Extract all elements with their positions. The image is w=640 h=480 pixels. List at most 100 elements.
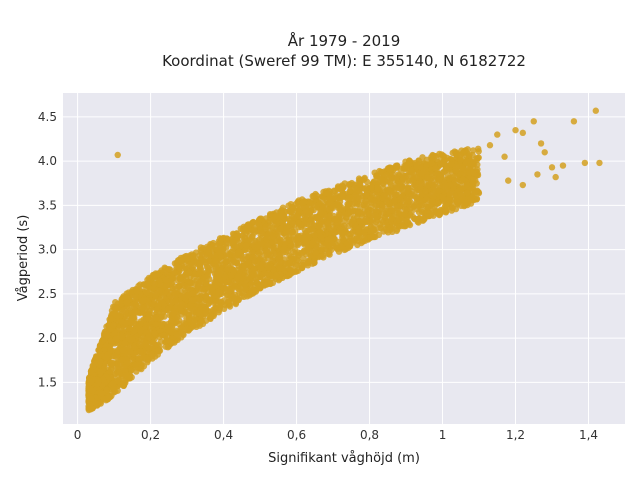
scatter-point	[541, 149, 548, 156]
scatter-point	[340, 229, 347, 237]
scatter-point	[205, 299, 212, 306]
scatter-point	[355, 228, 362, 235]
scatter-point	[537, 140, 545, 147]
scatter-point	[297, 205, 304, 212]
scatter-point	[380, 191, 388, 199]
scatter-point	[324, 236, 331, 243]
scatter-point	[330, 212, 338, 220]
plot-area-background	[63, 93, 625, 424]
scatter-point	[339, 192, 346, 200]
scatter-point	[429, 152, 437, 159]
scatter-point	[310, 192, 318, 200]
scatter-point	[276, 239, 283, 246]
scatter-point	[123, 290, 130, 297]
scatter-point	[133, 288, 140, 295]
scatter-point	[137, 348, 145, 355]
scatter-point	[120, 306, 127, 314]
scatter-point	[397, 202, 404, 209]
scatter-point	[250, 266, 258, 273]
scatter-point	[464, 146, 471, 153]
scatter-point	[131, 301, 138, 308]
y-tick-label: 3.5	[38, 198, 57, 212]
chart-title-line-2: Koordinat (Sweref 99 TM): E 355140, N 61…	[162, 52, 526, 70]
scatter-point	[406, 157, 413, 164]
scatter-point	[394, 162, 401, 170]
y-tick-label: 4.0	[38, 154, 57, 168]
scatter-point	[348, 179, 355, 187]
scatter-point	[162, 265, 169, 272]
scatter-point	[401, 162, 408, 170]
scatter-point	[215, 248, 223, 255]
scatter-point	[215, 240, 222, 248]
scatter-point	[393, 174, 400, 181]
scatter-point	[289, 203, 296, 211]
scatter-point	[180, 331, 187, 338]
scatter-point	[371, 197, 378, 204]
scatter-point	[245, 259, 252, 266]
scatter-point	[313, 215, 321, 222]
scatter-point	[225, 289, 232, 296]
scatter-point	[170, 309, 177, 317]
scatter-point	[433, 170, 441, 177]
scatter-point	[144, 280, 151, 287]
scatter-point	[505, 177, 512, 184]
scatter-point	[221, 297, 228, 304]
scatter-point	[512, 126, 519, 134]
scatter-point	[305, 210, 313, 217]
scatter-point	[171, 289, 178, 297]
scatter-point	[453, 149, 460, 156]
scatter-point	[202, 317, 210, 324]
scatter-point	[393, 227, 400, 235]
scatter-point	[162, 283, 170, 290]
scatter-point	[127, 348, 134, 355]
scatter-point	[195, 270, 203, 277]
scatter-point	[592, 107, 600, 114]
x-tick-label: 0,8	[360, 428, 379, 442]
scatter-point	[189, 290, 196, 297]
scatter-point	[459, 176, 467, 183]
x-tick-label: 0,6	[287, 428, 306, 442]
scatter-point	[131, 308, 138, 316]
scatter-point	[154, 351, 161, 358]
scatter-point	[279, 204, 287, 211]
scatter-point	[301, 237, 308, 244]
scatter-point	[324, 220, 331, 227]
scatter-point	[552, 173, 559, 181]
scatter-point	[596, 159, 603, 167]
scatter-point	[251, 257, 258, 264]
scatter-point	[120, 381, 128, 389]
scatter-point	[242, 242, 250, 249]
scatter-point	[194, 309, 201, 316]
scatter-point	[97, 368, 104, 375]
scatter-point	[123, 372, 130, 379]
scatter-point	[166, 327, 173, 334]
scatter-point	[209, 284, 216, 292]
scatter-point	[298, 249, 305, 257]
x-tick-label: 0,2	[141, 428, 160, 442]
scatter-point	[277, 259, 285, 266]
scatter-point	[98, 390, 106, 397]
scatter-point	[107, 347, 114, 354]
scatter-point	[494, 131, 501, 138]
scatter-point	[267, 280, 274, 287]
scatter-point	[87, 378, 95, 386]
scatter-point	[449, 174, 456, 181]
scatter-point	[406, 221, 414, 229]
scatter-point	[347, 208, 354, 215]
scatter-point	[270, 233, 277, 241]
scatter-point	[109, 360, 116, 367]
x-tick-label: 1,4	[579, 428, 598, 442]
scatter-point	[151, 280, 158, 288]
scatter-point	[197, 247, 204, 254]
scatter-point	[434, 200, 442, 207]
scatter-point	[534, 171, 541, 178]
scatter-point	[264, 270, 271, 277]
scatter-point	[139, 304, 147, 312]
scatter-point	[195, 280, 202, 287]
scatter-point	[267, 211, 274, 218]
scatter-point	[111, 352, 118, 360]
scatter-point	[241, 227, 249, 234]
scatter-point	[186, 261, 193, 269]
scatter-point	[151, 329, 158, 337]
